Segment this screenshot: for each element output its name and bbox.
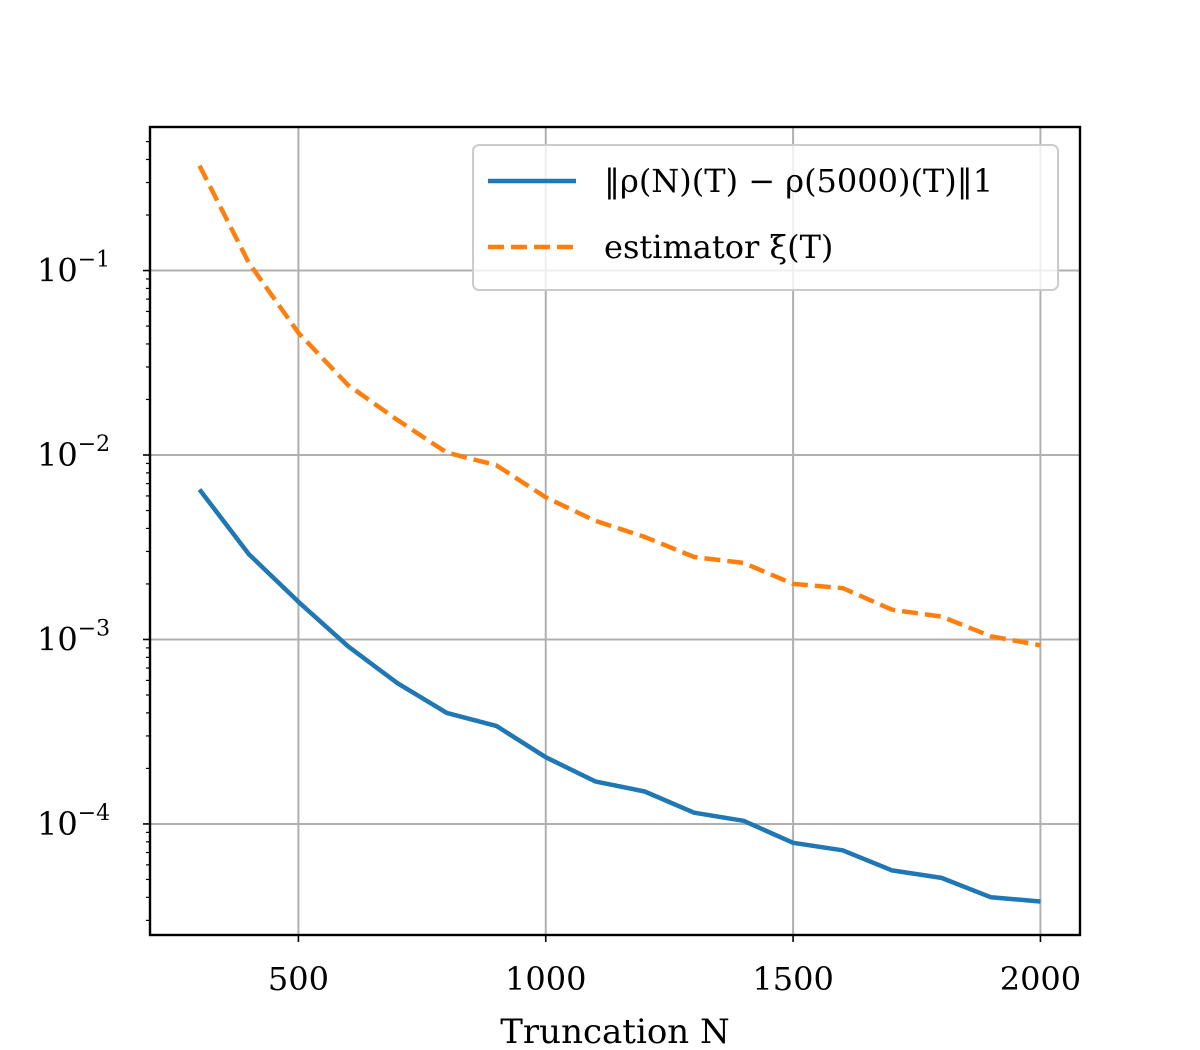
y-tick-label: 10−3 bbox=[37, 616, 110, 658]
legend-box bbox=[472, 144, 1059, 291]
series-layer bbox=[197, 164, 1041, 904]
x-tick-label: 2000 bbox=[1000, 960, 1081, 998]
legend: ‖ρ(N)(T) − ρ(5000)(T)‖1 estimator ξ(T) bbox=[472, 144, 1059, 291]
series-line-error bbox=[197, 488, 1041, 904]
label-layer: 500 1000 1500 2000 10−1 10−2 10−3 10−4 bbox=[37, 248, 1081, 998]
legend-label-estimator: estimator ξ(T) bbox=[604, 228, 833, 266]
x-axis-label: Truncation N bbox=[500, 1012, 730, 1050]
plot-frame bbox=[148, 125, 1082, 937]
tick-layer bbox=[143, 141, 1042, 942]
y-tick-label: 10−4 bbox=[37, 801, 110, 843]
y-tick-label: 10−1 bbox=[37, 248, 110, 290]
x-tick-label: 1500 bbox=[752, 960, 833, 998]
y-tick-label: 10−2 bbox=[37, 432, 110, 474]
series-line-estimator bbox=[197, 164, 1041, 648]
x-tick-label: 500 bbox=[268, 960, 329, 998]
legend-label-error: ‖ρ(N)(T) − ρ(5000)(T)‖1 bbox=[604, 162, 993, 200]
x-tick-label: 1000 bbox=[505, 960, 586, 998]
